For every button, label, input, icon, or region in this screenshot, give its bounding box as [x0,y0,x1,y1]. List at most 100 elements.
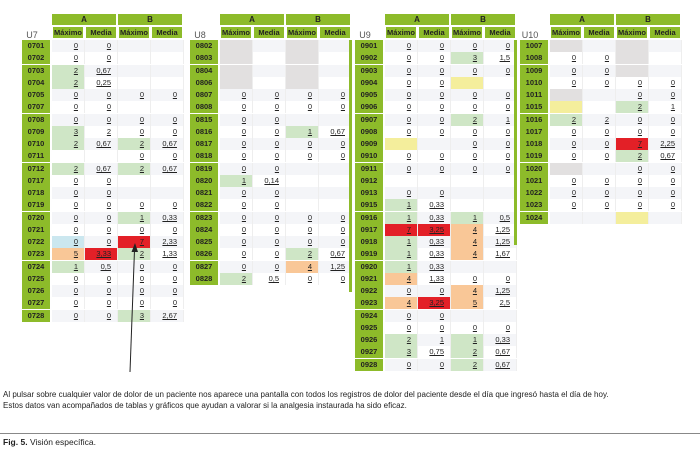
pain-value-cell[interactable]: 0 [616,199,649,212]
pain-value-cell[interactable]: 3 [118,309,151,322]
pain-value-cell[interactable]: 2 [85,125,118,138]
pain-value-cell[interactable]: 0 [451,321,484,334]
pain-value-cell[interactable] [451,199,484,212]
pain-value-cell[interactable]: 0 [583,76,616,89]
pain-value-cell[interactable]: 0 [286,138,319,151]
pain-value-cell[interactable]: 0 [649,199,682,212]
pain-value-cell[interactable] [385,138,418,151]
patient-bed-id[interactable]: 1016 [520,113,548,126]
patient-bed-id[interactable]: 1015 [520,101,548,114]
pain-value-cell[interactable]: 4 [385,297,418,310]
pain-value-cell[interactable] [616,211,649,224]
patient-bed-id[interactable]: 0821 [190,187,218,200]
pain-value-cell[interactable]: 1 [52,260,85,273]
pain-value-cell[interactable]: 5 [451,297,484,310]
pain-value-cell[interactable]: 1 [385,199,418,212]
pain-value-cell[interactable]: 1 [451,211,484,224]
patient-bed-id[interactable]: 0921 [355,272,383,285]
column-header-mean[interactable]: Media [85,27,118,38]
pain-value-cell[interactable]: 0 [118,297,151,310]
pain-value-cell[interactable]: 2 [52,64,85,77]
pain-value-cell[interactable] [151,187,184,200]
patient-bed-id[interactable]: 0727 [22,297,50,310]
pain-value-cell[interactable]: 2 [451,346,484,359]
column-header-max[interactable]: Máximo [550,27,583,38]
pain-value-cell[interactable]: 0 [616,113,649,126]
pain-value-cell[interactable]: 2 [616,101,649,114]
pain-value-cell[interactable]: 0 [649,187,682,200]
patient-bed-id[interactable]: 0917 [355,223,383,236]
pain-value-cell[interactable] [649,211,682,224]
pain-value-cell[interactable] [151,101,184,114]
pain-value-cell[interactable]: 0 [220,162,253,175]
column-header-mean[interactable]: Media [253,27,286,38]
pain-value-cell[interactable]: 0 [451,125,484,138]
scrollbar[interactable] [349,40,352,292]
pain-value-cell[interactable]: 0 [220,125,253,138]
pain-value-cell[interactable]: 0 [253,211,286,224]
pain-value-cell[interactable]: 0 [286,236,319,249]
pain-value-cell[interactable]: 0 [616,162,649,175]
pain-value-cell[interactable]: 0,33 [418,236,451,249]
pain-value-cell[interactable]: 0 [550,187,583,200]
patient-bed-id[interactable]: 0711 [22,150,50,163]
pain-value-cell[interactable]: 2,5 [484,297,517,310]
patient-bed-id[interactable]: 0702 [22,52,50,65]
pain-value-cell[interactable]: 1 [385,211,418,224]
pain-value-cell[interactable]: 0 [85,285,118,298]
pain-value-cell[interactable]: 0 [220,223,253,236]
pain-value-cell[interactable]: 0 [253,125,286,138]
pain-value-cell[interactable]: 2 [451,113,484,126]
pain-value-cell[interactable]: 1 [286,125,319,138]
pain-value-cell[interactable]: 0 [151,199,184,212]
pain-value-cell[interactable]: 0 [583,199,616,212]
patient-bed-id[interactable]: 0922 [355,285,383,298]
pain-value-cell[interactable] [451,260,484,273]
pain-value-cell[interactable]: 0 [649,89,682,102]
pain-value-cell[interactable]: 0 [118,272,151,285]
pain-value-cell[interactable]: 0 [418,309,451,322]
pain-value-cell[interactable] [253,40,286,53]
pain-value-cell[interactable] [451,76,484,89]
patient-bed-id[interactable]: 0806 [190,76,218,89]
pain-value-cell[interactable]: 2 [52,76,85,89]
pain-value-cell[interactable]: 0 [418,76,451,89]
pain-value-cell[interactable] [151,52,184,65]
pain-value-cell[interactable] [550,101,583,114]
pain-value-cell[interactable] [286,199,319,212]
pain-value-cell[interactable]: 0,5 [85,260,118,273]
patient-bed-id[interactable]: 0712 [22,162,50,175]
pain-value-cell[interactable] [151,64,184,77]
pain-value-cell[interactable]: 0 [220,236,253,249]
pain-value-cell[interactable] [118,52,151,65]
pain-value-cell[interactable]: 0 [52,40,85,53]
column-header-max[interactable]: Máximo [451,27,484,38]
pain-value-cell[interactable]: 3 [451,52,484,65]
pain-value-cell[interactable]: 0 [253,101,286,114]
pain-value-cell[interactable]: 0 [451,272,484,285]
pain-value-cell[interactable]: 0 [385,40,418,53]
patient-bed-id[interactable]: 0902 [355,52,383,65]
pain-value-cell[interactable]: 0 [550,199,583,212]
patient-bed-id[interactable]: 1011 [520,89,548,102]
pain-value-cell[interactable]: 0,67 [85,162,118,175]
patient-bed-id[interactable]: 0916 [355,211,383,224]
pain-value-cell[interactable]: 1 [418,334,451,347]
pain-value-cell[interactable]: 0 [52,272,85,285]
pain-value-cell[interactable] [451,309,484,322]
patient-bed-id[interactable]: 0817 [190,138,218,151]
pain-value-cell[interactable]: 0 [583,64,616,77]
pain-value-cell[interactable] [286,187,319,200]
pain-value-cell[interactable]: 0 [649,162,682,175]
pain-value-cell[interactable] [550,162,583,175]
pain-value-cell[interactable]: 0 [151,272,184,285]
pain-value-cell[interactable] [220,40,253,53]
column-header-mean[interactable]: Media [649,27,682,38]
pain-value-cell[interactable]: 2,67 [151,309,184,322]
patient-bed-id[interactable]: 0911 [355,162,383,175]
pain-value-cell[interactable]: 0 [85,236,118,249]
pain-value-cell[interactable]: 7 [616,138,649,151]
pain-value-cell[interactable]: 4 [451,285,484,298]
pain-value-cell[interactable]: 0 [484,321,517,334]
pain-value-cell[interactable]: 0 [85,199,118,212]
